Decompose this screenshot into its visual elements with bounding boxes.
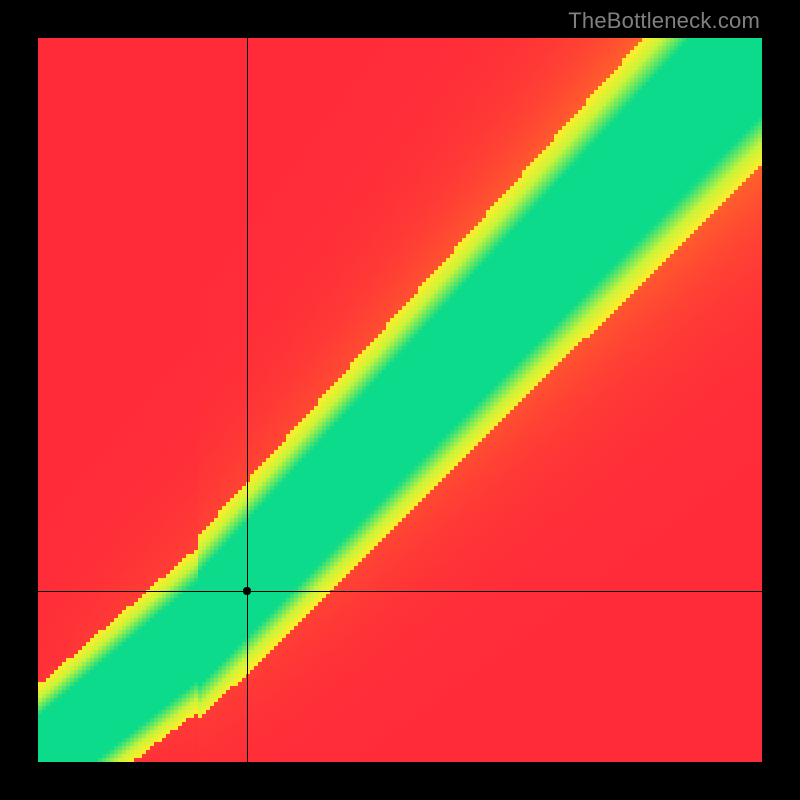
heatmap-canvas <box>38 38 762 762</box>
chart-container: TheBottleneck.com <box>0 0 800 800</box>
watermark-text: TheBottleneck.com <box>568 8 760 34</box>
